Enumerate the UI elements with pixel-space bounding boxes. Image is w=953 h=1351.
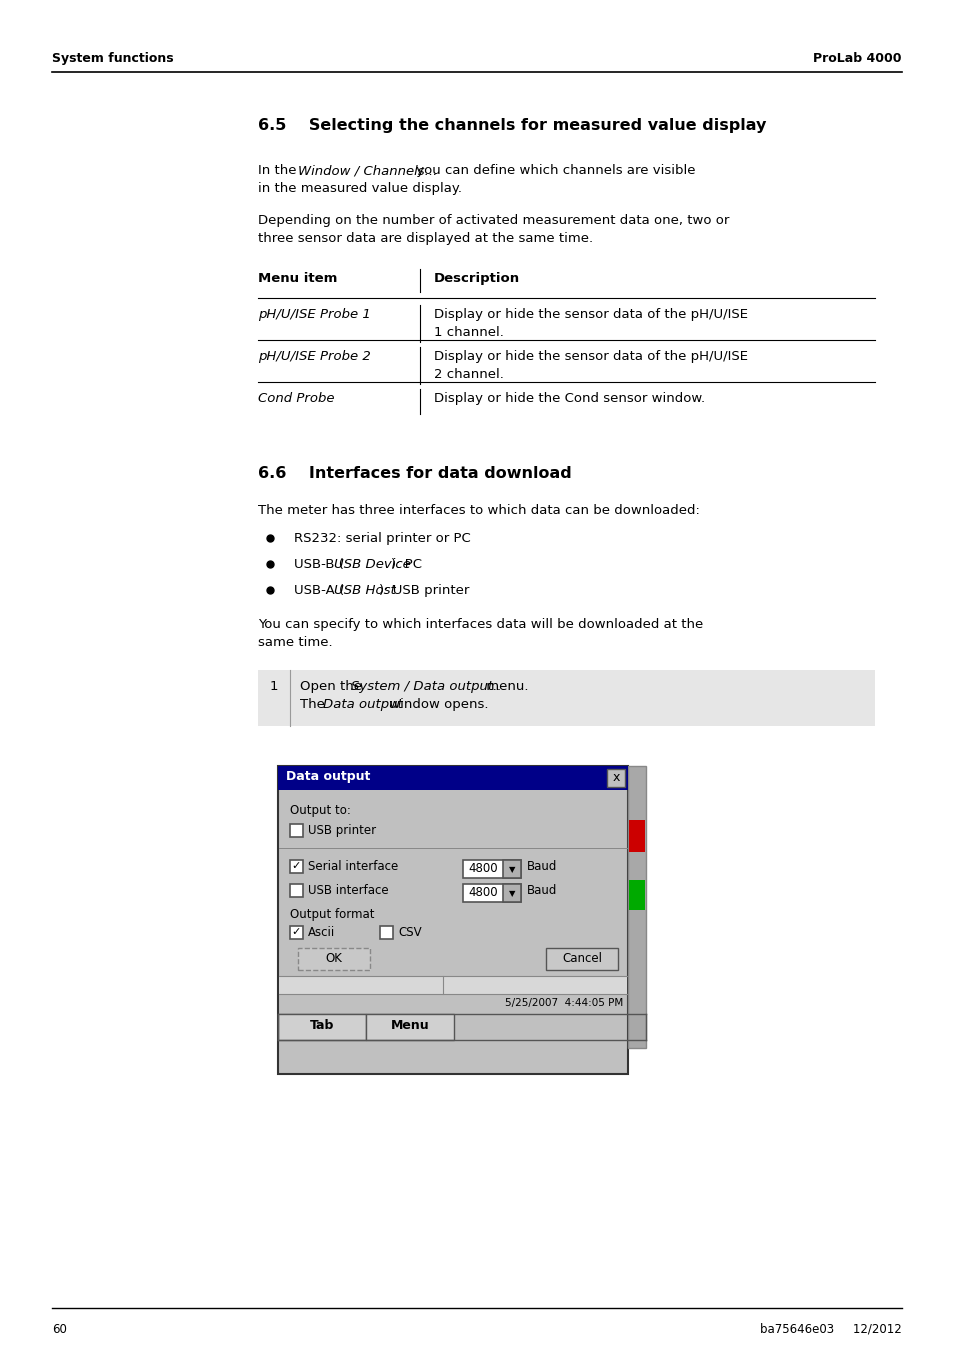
Bar	[628, 880, 644, 911]
Text: Data output: Data output	[322, 698, 402, 711]
Text: Open the: Open the	[299, 680, 366, 693]
Text: Output format: Output format	[290, 908, 375, 921]
Text: Menu item: Menu item	[257, 272, 337, 285]
Text: USB printer: USB printer	[308, 824, 375, 838]
Text: 6.5    Selecting the channels for measured value display: 6.5 Selecting the channels for measured …	[257, 118, 765, 132]
Text: Tab: Tab	[310, 1019, 334, 1032]
Text: same time.: same time.	[257, 636, 333, 648]
Text: Display or hide the sensor data of the pH/U/ISE: Display or hide the sensor data of the p…	[434, 350, 747, 363]
Bar	[290, 861, 303, 873]
Text: System / Data output...: System / Data output...	[351, 680, 506, 693]
Text: window opens.: window opens.	[385, 698, 489, 711]
Text: CSV: CSV	[397, 925, 421, 939]
Text: ▼: ▼	[508, 865, 515, 874]
Text: menu.: menu.	[482, 680, 528, 693]
Bar	[462, 861, 520, 878]
Text: Display or hide the Cond sensor window.: Display or hide the Cond sensor window.	[434, 392, 704, 405]
Text: ✓: ✓	[291, 927, 300, 938]
Bar	[290, 824, 303, 838]
Text: 60: 60	[52, 1323, 67, 1336]
Text: in the measured value display.: in the measured value display.	[257, 182, 461, 195]
Text: Cancel: Cancel	[561, 952, 601, 965]
Bar	[545, 948, 618, 970]
Text: you can define which channels are visible: you can define which channels are visibl…	[412, 163, 695, 177]
Text: Cond Probe: Cond Probe	[257, 392, 335, 405]
Text: RS232: serial printer or PC: RS232: serial printer or PC	[294, 532, 470, 544]
Text: System functions: System functions	[52, 51, 173, 65]
Text: three sensor data are displayed at the same time.: three sensor data are displayed at the s…	[257, 232, 593, 245]
Text: ▼: ▼	[508, 889, 515, 898]
Bar	[290, 925, 303, 939]
Bar	[277, 766, 627, 1074]
Text: 1 channel.: 1 channel.	[434, 326, 503, 339]
Text: Display or hide the sensor data of the pH/U/ISE: Display or hide the sensor data of the p…	[434, 308, 747, 322]
Bar	[502, 861, 520, 878]
Text: USB-A (: USB-A (	[294, 584, 344, 597]
Text: Window / Channels...: Window / Channels...	[297, 163, 436, 177]
Text: USB-B (: USB-B (	[294, 558, 343, 571]
Bar	[462, 884, 520, 902]
Bar	[278, 975, 626, 994]
Text: ): USB printer: ): USB printer	[379, 584, 470, 597]
Bar	[379, 925, 393, 939]
Text: Menu: Menu	[391, 1019, 429, 1032]
Text: 5/25/2007  4:44:05 PM: 5/25/2007 4:44:05 PM	[504, 998, 622, 1008]
Bar	[257, 670, 874, 725]
Bar	[366, 1015, 454, 1040]
Text: Ascii: Ascii	[308, 925, 335, 939]
Bar	[502, 884, 520, 902]
Bar	[628, 820, 644, 852]
Text: The: The	[299, 698, 329, 711]
Bar	[627, 766, 645, 1048]
Text: USB Host: USB Host	[334, 584, 395, 597]
Text: Data output: Data output	[286, 770, 370, 784]
Text: 4800: 4800	[468, 862, 497, 875]
Text: Output to:: Output to:	[290, 804, 351, 817]
Bar	[277, 1015, 366, 1040]
Text: Baud: Baud	[526, 884, 557, 897]
Text: USB interface: USB interface	[308, 884, 388, 897]
Text: USB Device: USB Device	[334, 558, 410, 571]
Bar	[606, 769, 624, 788]
Bar	[277, 766, 627, 790]
Text: OK: OK	[325, 952, 342, 965]
Text: ProLab 4000: ProLab 4000	[813, 51, 901, 65]
Text: 1: 1	[270, 680, 278, 693]
Text: x: x	[612, 771, 619, 784]
Text: ba75646e03     12/2012: ba75646e03 12/2012	[760, 1323, 901, 1336]
Text: pH/U/ISE Probe 1: pH/U/ISE Probe 1	[257, 308, 371, 322]
Text: ✓: ✓	[291, 861, 300, 871]
Text: Baud: Baud	[526, 861, 557, 873]
Text: In the: In the	[257, 163, 300, 177]
Text: You can specify to which interfaces data will be downloaded at the: You can specify to which interfaces data…	[257, 617, 702, 631]
Text: ): PC: ): PC	[391, 558, 421, 571]
Text: 4800: 4800	[468, 886, 497, 898]
Text: Depending on the number of activated measurement data one, two or: Depending on the number of activated mea…	[257, 213, 729, 227]
Bar	[297, 948, 370, 970]
Bar	[290, 884, 303, 897]
Text: Description: Description	[434, 272, 519, 285]
Text: Serial interface: Serial interface	[308, 861, 397, 873]
Text: pH/U/ISE Probe 2: pH/U/ISE Probe 2	[257, 350, 371, 363]
Text: 2 channel.: 2 channel.	[434, 367, 503, 381]
Text: 6.6    Interfaces for data download: 6.6 Interfaces for data download	[257, 466, 571, 481]
Text: The meter has three interfaces to which data can be downloaded:: The meter has three interfaces to which …	[257, 504, 700, 517]
